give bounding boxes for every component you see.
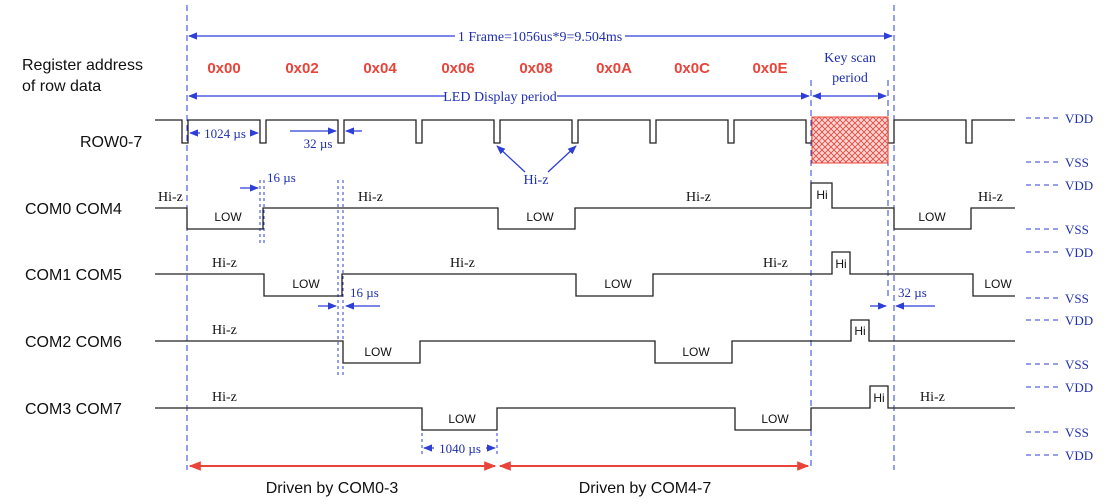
rail-vdd-label: VDD xyxy=(1065,448,1093,463)
t1040-label: 1040 µs xyxy=(439,441,481,456)
t32-row-label: 32 µs xyxy=(304,136,333,151)
rail-vss-label: VSS xyxy=(1065,357,1089,372)
driven-left-label: Driven by COM0-3 xyxy=(266,480,399,497)
address-labels: 0x00 0x02 0x04 0x06 0x08 0x0A 0x0C 0x0E xyxy=(207,60,787,77)
keyscan-hatch-region xyxy=(811,116,889,164)
com0-hiz-label2: Hi-z xyxy=(358,190,383,205)
rail-vss-label: VSS xyxy=(1065,222,1089,237)
rail-labels: VDD VSS VDD VSS VDD VSS VDD VSS VDD VSS VDD xyxy=(1026,111,1093,463)
com3-hi-label: Hi xyxy=(873,391,884,405)
com2-low-label2: LOW xyxy=(682,345,710,359)
t32b-label: 32 µs xyxy=(898,285,927,300)
rail-vdd-label: VDD xyxy=(1065,380,1093,395)
com0-low-label3: LOW xyxy=(918,210,946,224)
com0-label: COM0 COM4 xyxy=(25,201,122,218)
com0-low-label: LOW xyxy=(214,210,242,224)
address-label: 0x0A xyxy=(596,60,632,77)
row-hiz-pointer-right xyxy=(547,145,577,173)
com1-low-label2: LOW xyxy=(604,277,632,291)
com2-label: COM2 COM6 xyxy=(25,334,122,351)
com3-low-label: LOW xyxy=(448,412,476,426)
led-period-label: LED Display period xyxy=(443,90,557,105)
t16b-label: 16 µs xyxy=(350,285,379,300)
address-label: 0x0E xyxy=(752,60,787,77)
com3-hiz-label: Hi-z xyxy=(212,390,237,405)
com1-hiz-label2: Hi-z xyxy=(450,256,475,271)
keyscan-label-line1: Key scan xyxy=(824,51,876,66)
rail-vdd-label: VDD xyxy=(1065,111,1093,126)
com2-hi-label: Hi xyxy=(854,324,865,338)
frame-label: 1 Frame=1056us*9=9.504ms xyxy=(458,30,622,45)
com3-hiz-label2: Hi-z xyxy=(920,390,945,405)
com0-hiz-label: Hi-z xyxy=(158,190,183,205)
led-period-label-bg xyxy=(445,87,557,105)
t16a-label: 16 µs xyxy=(267,170,296,185)
register-title-line1: Register address xyxy=(22,57,143,74)
com0-hiz-label3: Hi-z xyxy=(686,190,711,205)
com1-waveform xyxy=(155,251,1015,297)
row-hiz-label: Hi-z xyxy=(524,173,549,188)
rail-vdd-label: VDD xyxy=(1065,178,1093,193)
address-label: 0x02 xyxy=(285,60,318,77)
com2-hiz-label: Hi-z xyxy=(212,323,237,338)
row-hiz-pointer-left xyxy=(496,145,526,173)
com1-low-label3: LOW xyxy=(984,277,1012,291)
com1-hiz-label: Hi-z xyxy=(212,256,237,271)
com3-label: COM3 COM7 xyxy=(25,401,122,418)
t1024-label-bg xyxy=(200,125,250,141)
rail-vss-label: VSS xyxy=(1065,291,1089,306)
com0-hi-label: Hi xyxy=(816,188,827,202)
address-label: 0x08 xyxy=(519,60,552,77)
rail-vss-label: VSS xyxy=(1065,425,1089,440)
com1-hiz-label3: Hi-z xyxy=(763,256,788,271)
register-title-line2: of row data xyxy=(22,78,101,95)
com0-low-label2: LOW xyxy=(526,210,554,224)
address-label: 0x04 xyxy=(363,60,397,77)
com0-hiz-label4: Hi-z xyxy=(978,190,1003,205)
rail-vdd-label: VDD xyxy=(1065,313,1093,328)
com2-low-label: LOW xyxy=(364,345,392,359)
com1-low-label: LOW xyxy=(292,277,320,291)
t1040-label-bg xyxy=(434,440,486,456)
address-label: 0x0C xyxy=(674,60,710,77)
keyscan-label-line2: period xyxy=(832,71,868,86)
com0-waveform xyxy=(155,182,1015,230)
frame-label-bg xyxy=(455,27,625,45)
com1-label: COM1 COM5 xyxy=(25,267,122,284)
rail-vss-label: VSS xyxy=(1065,155,1089,170)
row-label: ROW0-7 xyxy=(80,134,142,151)
com2-waveform xyxy=(155,319,1015,364)
com3-waveform xyxy=(155,385,1015,431)
com1-hi-label: Hi xyxy=(835,257,846,271)
address-label: 0x06 xyxy=(441,60,474,77)
address-label: 0x00 xyxy=(207,60,240,77)
driven-right-label: Driven by COM4-7 xyxy=(579,480,712,497)
com3-low-label2: LOW xyxy=(761,412,789,426)
t1024-label: 1024 µs xyxy=(204,126,246,141)
rail-vdd-label: VDD xyxy=(1065,245,1093,260)
